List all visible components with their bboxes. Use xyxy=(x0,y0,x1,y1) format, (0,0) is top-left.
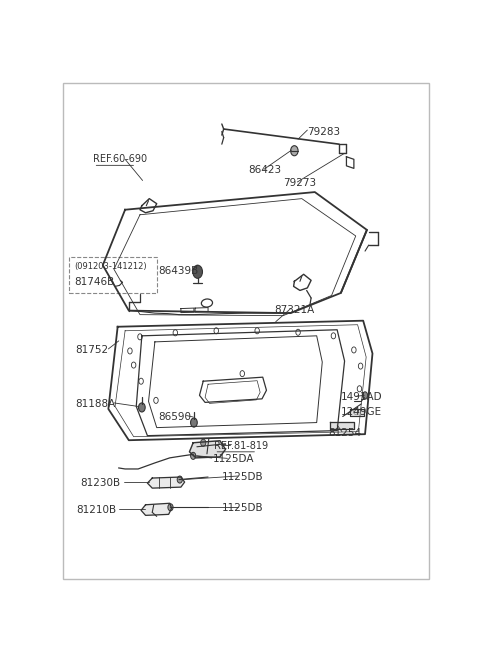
Circle shape xyxy=(201,440,206,446)
Circle shape xyxy=(191,453,196,459)
Polygon shape xyxy=(350,409,364,415)
Circle shape xyxy=(362,392,368,399)
Text: REF.60-690: REF.60-690 xyxy=(94,155,148,164)
Text: 1125DA: 1125DA xyxy=(213,455,254,464)
Circle shape xyxy=(177,476,182,483)
Polygon shape xyxy=(141,503,172,515)
Circle shape xyxy=(193,265,203,278)
Text: 81752: 81752 xyxy=(75,345,108,355)
Text: 1249GE: 1249GE xyxy=(341,407,382,417)
Polygon shape xyxy=(147,477,185,488)
Text: (091203-141212): (091203-141212) xyxy=(74,262,146,271)
Text: 86423: 86423 xyxy=(248,166,281,176)
Text: 81188A: 81188A xyxy=(75,399,115,409)
Text: 81230B: 81230B xyxy=(81,478,120,488)
Text: 81746B: 81746B xyxy=(74,277,114,287)
Text: 79283: 79283 xyxy=(307,126,340,136)
Text: 86439B: 86439B xyxy=(158,267,199,276)
Text: 1125DB: 1125DB xyxy=(222,503,264,514)
Text: 79273: 79273 xyxy=(283,178,316,188)
Text: REF.81-819: REF.81-819 xyxy=(215,441,268,451)
Polygon shape xyxy=(190,441,226,458)
Circle shape xyxy=(191,418,197,427)
Text: 81254: 81254 xyxy=(328,428,361,438)
Polygon shape xyxy=(330,422,354,429)
Circle shape xyxy=(168,504,173,511)
Text: 87321A: 87321A xyxy=(274,305,314,314)
Text: 86590: 86590 xyxy=(158,411,192,422)
Circle shape xyxy=(139,403,145,412)
Circle shape xyxy=(290,145,298,156)
Text: 81210B: 81210B xyxy=(77,505,117,515)
Text: 1491AD: 1491AD xyxy=(341,392,383,402)
Text: 1125DB: 1125DB xyxy=(222,472,264,482)
